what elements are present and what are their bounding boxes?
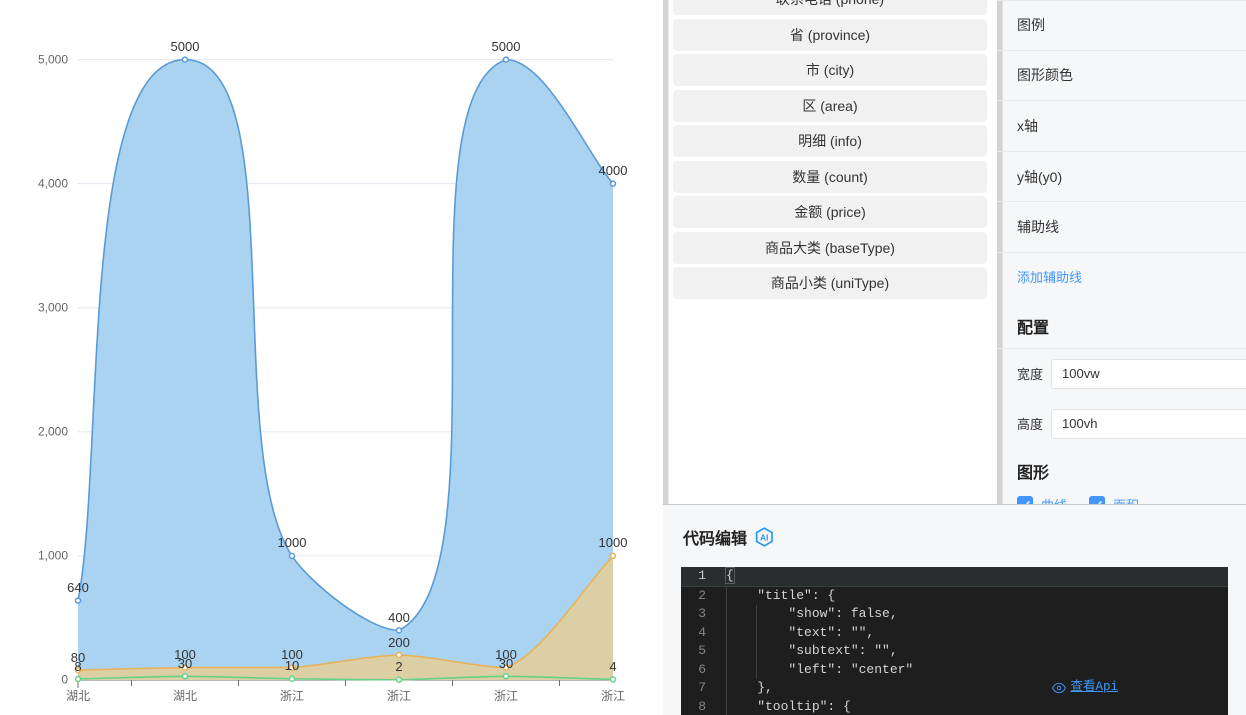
- svg-text:3,000: 3,000: [38, 301, 68, 315]
- svg-text:400: 400: [388, 610, 410, 625]
- svg-text:10: 10: [285, 658, 299, 673]
- svg-text:浙江: 浙江: [601, 689, 625, 703]
- svg-text:1000: 1000: [599, 535, 628, 550]
- svg-text:湖北: 湖北: [173, 688, 197, 703]
- svg-text:1,000: 1,000: [38, 549, 68, 563]
- svg-text:浙江: 浙江: [280, 689, 304, 703]
- svg-text:8: 8: [74, 659, 81, 674]
- svg-text:4,000: 4,000: [38, 177, 68, 191]
- svg-text:5000: 5000: [171, 39, 200, 54]
- svg-text:2,000: 2,000: [38, 425, 68, 439]
- svg-text:1000: 1000: [278, 535, 307, 550]
- svg-text:5000: 5000: [492, 39, 521, 54]
- svg-text:2: 2: [395, 659, 402, 674]
- svg-text:640: 640: [67, 580, 89, 595]
- svg-text:浙江: 浙江: [494, 689, 518, 703]
- svg-text:30: 30: [499, 656, 513, 671]
- svg-text:30: 30: [178, 656, 192, 671]
- svg-text:4: 4: [609, 659, 616, 674]
- svg-text:4000: 4000: [599, 163, 628, 178]
- svg-text:AI: AI: [760, 534, 768, 543]
- svg-text:湖北: 湖北: [66, 688, 90, 703]
- svg-text:5,000: 5,000: [38, 53, 68, 67]
- svg-text:200: 200: [388, 635, 410, 650]
- svg-text:0: 0: [61, 673, 68, 687]
- svg-text:浙江: 浙江: [387, 689, 411, 703]
